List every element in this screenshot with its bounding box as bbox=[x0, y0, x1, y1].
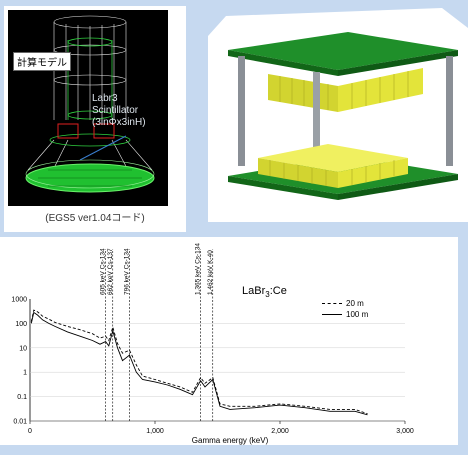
spectrum-title-suffix: :Ce bbox=[269, 285, 287, 297]
detector-array-illustration bbox=[208, 8, 468, 222]
y-tick-label: 1 bbox=[23, 370, 27, 377]
y-tick-label: 10 bbox=[19, 345, 27, 352]
spectrum-title-sub: 3 bbox=[265, 290, 270, 300]
y-tick-label: 0.01 bbox=[13, 419, 27, 426]
legend-solid-line bbox=[322, 314, 342, 315]
legend-entry-100m: 100 m bbox=[322, 309, 368, 320]
model-caption: (EGS5 ver1.04コード) bbox=[45, 213, 145, 224]
legend-entry-20m: 20 m bbox=[322, 298, 368, 309]
calculation-model-panel: 計算モデル Labr3 Scintillator (3inΦx3inH) (EG… bbox=[4, 6, 186, 232]
gamma-spectrum-chart: 1000 100 10 1 0.1 0.01 0 1,000 2,000 3,000 605 k… bbox=[0, 237, 458, 445]
legend-label-20m: 20 m bbox=[346, 299, 364, 308]
x-tick-label: 0 bbox=[28, 428, 32, 435]
peak-label: 796 keV Cs-134 bbox=[124, 248, 131, 295]
scintillator-type: Scintillator bbox=[92, 105, 139, 116]
legend-dashed-line bbox=[322, 303, 342, 304]
spectrum-plot: 1000 100 10 1 0.1 0.01 0 1,000 2,000 3,000 605 k… bbox=[11, 243, 414, 445]
series-line-100m bbox=[30, 311, 368, 416]
series-line-20m bbox=[30, 309, 368, 415]
scintillator-size: (3inΦx3inH) bbox=[92, 117, 146, 128]
spectrum-title: LaBr3:Ce bbox=[242, 285, 287, 299]
scintillator-name: Labr3 bbox=[92, 93, 118, 104]
scintillator-annotation: Labr3 Scintillator (3inΦx3inH) bbox=[92, 93, 146, 129]
x-tick-label: 2,000 bbox=[271, 428, 289, 435]
detector-array-panel bbox=[208, 8, 468, 222]
legend-label-100m: 100 m bbox=[346, 310, 369, 319]
y-tick-label: 100 bbox=[15, 321, 27, 328]
wireframe-drawing bbox=[25, 15, 155, 193]
peak-label: 1,462 keV K-40 bbox=[207, 250, 214, 295]
y-tick-label: 0.1 bbox=[17, 394, 27, 401]
peak-label: 605 keV Cs-134 bbox=[100, 248, 107, 295]
x-tick-label: 3,000 bbox=[396, 428, 414, 435]
peak-label: 662 keV Cs-137 bbox=[107, 248, 114, 295]
model-label: 計算モデル bbox=[13, 52, 71, 71]
peak-label: 1,365 keV Cs-134 bbox=[195, 243, 202, 295]
x-axis-label: Gamma energy (keV) bbox=[192, 436, 269, 445]
spectrum-title-main: LaBr bbox=[242, 285, 266, 297]
x-tick-label: 1,000 bbox=[146, 428, 164, 435]
chart-legend: 20 m 100 m bbox=[322, 298, 368, 320]
detector-wireframe-image: 計算モデル Labr3 Scintillator (3inΦx3inH) bbox=[8, 10, 168, 206]
y-tick-label: 1000 bbox=[11, 297, 27, 304]
